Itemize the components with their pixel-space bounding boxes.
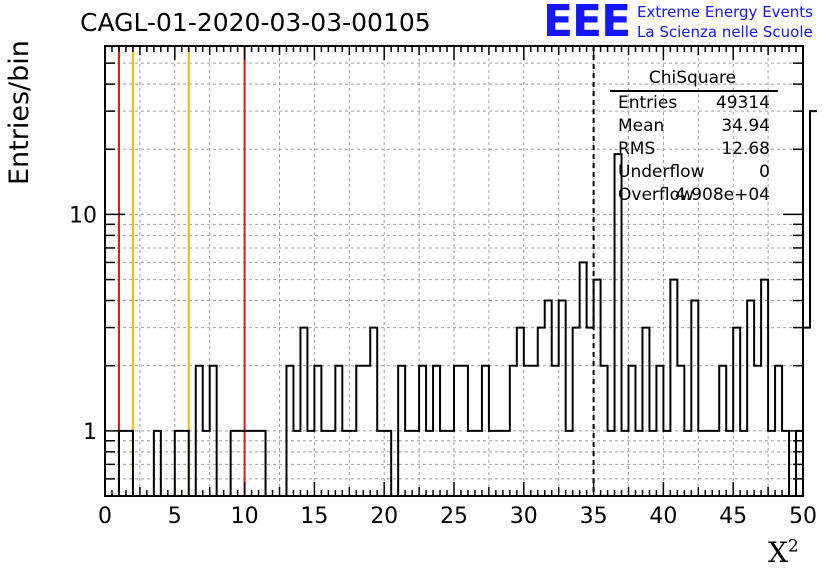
axes: 0 5 10 15 20 25 30 35 40 45 50 1 10 xyxy=(69,45,817,529)
histogram-bin xyxy=(642,328,649,496)
x-tick-label: 15 xyxy=(300,504,328,529)
logo-line-1: Extreme Energy Events xyxy=(637,3,813,21)
stats-value: 49314 xyxy=(715,93,770,113)
x-axis-label: X2 xyxy=(768,536,799,569)
chart-title: CAGL-01-2020-03-03-00105 xyxy=(80,8,431,37)
histogram xyxy=(105,110,817,497)
histogram-bin xyxy=(580,262,587,496)
stats-row-underflow: Underflow 0 xyxy=(618,162,770,185)
y-tick-label: 1 xyxy=(83,420,97,445)
histogram-bin xyxy=(559,301,566,496)
histogram-bin xyxy=(573,328,580,496)
stats-key: Entries xyxy=(618,93,678,113)
x-tick-label: 45 xyxy=(719,504,747,529)
eee-logo: EEE Extreme Energy Events La Scienza nel… xyxy=(543,0,833,45)
histogram-bin xyxy=(370,328,377,496)
histogram-bin xyxy=(761,280,768,496)
stats-box: ChiSquare Entries 49314 Mean 34.94 RMS 1… xyxy=(610,66,778,216)
y-tick-label: 10 xyxy=(69,203,97,228)
stats-value: 12.68 xyxy=(721,139,770,159)
x-tick-label: 10 xyxy=(231,504,259,529)
stats-row-overflow: Overflow 4.908e+04 xyxy=(618,185,770,208)
histogram-bin xyxy=(594,280,601,496)
histogram-bin xyxy=(810,111,817,496)
x-tick-label: 40 xyxy=(649,504,677,529)
stats-key: Mean xyxy=(618,116,665,136)
histogram-bin xyxy=(300,328,307,496)
stats-value: 0 xyxy=(759,162,770,182)
histogram-bin xyxy=(538,328,545,496)
x-tick-label: 35 xyxy=(580,504,608,529)
stats-title: ChiSquare xyxy=(648,68,737,88)
stats-key: Overflow xyxy=(618,185,694,205)
x-tick-label: 25 xyxy=(440,504,468,529)
histogram-bin xyxy=(747,301,754,496)
x-tick-label: 20 xyxy=(370,504,398,529)
stats-row-rms: RMS 12.68 xyxy=(618,139,770,162)
x-tick-label: 5 xyxy=(168,504,182,529)
histogram-bin xyxy=(803,328,810,496)
histogram-bin xyxy=(587,328,594,496)
stats-value: 4.908e+04 xyxy=(674,185,770,205)
histogram-bin xyxy=(517,328,524,496)
reference-lines xyxy=(117,46,595,496)
stats-row-entries: Entries 49314 xyxy=(618,93,770,116)
stats-rule xyxy=(610,90,778,92)
histogram-outline xyxy=(105,110,817,497)
stats-key: RMS xyxy=(618,139,656,159)
stats-key: Underflow xyxy=(618,162,705,182)
x-tick-label: 0 xyxy=(98,504,112,529)
histogram-bin xyxy=(691,301,698,496)
histogram-bin xyxy=(733,328,740,496)
histogram-bin xyxy=(545,301,552,496)
stats-value: 34.94 xyxy=(721,116,770,136)
stats-row-mean: Mean 34.94 xyxy=(618,116,770,139)
x-tick-label: 30 xyxy=(510,504,538,529)
x-tick-label: 50 xyxy=(789,504,817,529)
logo-mark: EEE xyxy=(543,0,631,47)
logo-line-2: La Scienza nelle Scuole xyxy=(637,23,813,41)
histogram-bin xyxy=(670,280,677,496)
